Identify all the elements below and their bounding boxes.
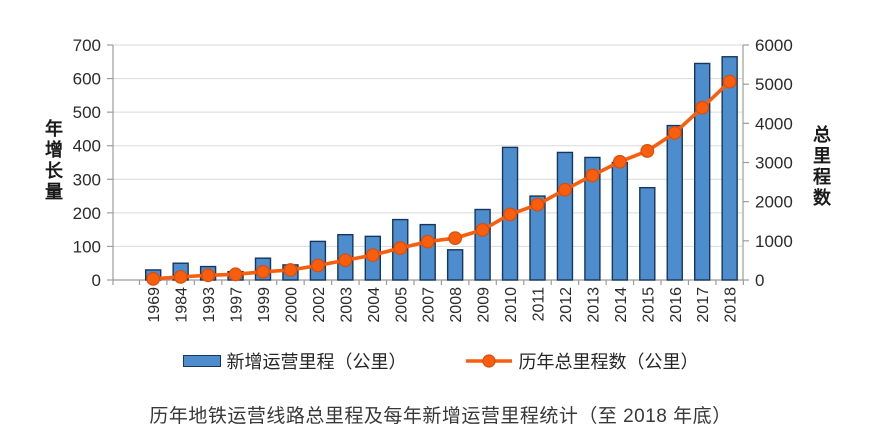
line-marker-1993	[201, 268, 216, 283]
line-marker-1999	[256, 264, 270, 279]
x-tick-label: 1993	[201, 287, 218, 323]
line-marker-2008	[448, 231, 463, 245]
line-marker-2003	[338, 253, 353, 268]
x-tick-label: 2017	[695, 287, 712, 323]
x-tick-label: 2016	[668, 287, 685, 323]
x-tick-label: 2011	[531, 287, 548, 322]
bar-2013	[584, 156, 601, 281]
bar-2012	[556, 151, 574, 281]
line-marker-2009	[475, 222, 490, 237]
right-tick-label: 3000	[755, 154, 793, 173]
line-marker-2013	[585, 168, 600, 183]
x-tick-label: 1969	[146, 287, 163, 323]
bar-2018	[721, 56, 738, 281]
legend-label-bars: 新增运营里程（公里）	[226, 352, 407, 372]
line-marker-2012	[558, 182, 572, 197]
chart-plot: 0 100 200 300 400 500 600 700 0 1000 2000 3000 4000 5…	[73, 36, 793, 323]
x-tick-label: 2002	[311, 287, 328, 323]
legend-label-line: 历年总里程数（公里）	[518, 352, 699, 372]
right-tick-label: 2000	[755, 193, 793, 212]
line-marker-1984	[173, 269, 188, 284]
x-tick-label: 2014	[613, 287, 630, 323]
x-tick-label: 2007	[421, 287, 438, 323]
chart-title: 历年地铁运营线路总里程及每年新增运营里程统计（至 2018 年底）	[149, 406, 732, 427]
right-axis-title: 总里程数	[811, 125, 831, 209]
bar-2014	[611, 161, 629, 281]
bar-2008	[446, 249, 464, 281]
legend: 新增运营里程（公里） 历年总里程数（公里）	[0, 348, 881, 374]
line-marker-2005	[393, 241, 408, 255]
line-marker-2010	[503, 207, 517, 222]
right-tick-label: 4000	[755, 114, 793, 133]
line-marker-2016	[667, 126, 682, 140]
legend-item-bars: 新增运营里程（公里）	[182, 348, 407, 374]
line-marker-1997	[228, 267, 243, 282]
left-tick-label: 500	[73, 103, 101, 122]
x-tick-label: 1999	[256, 287, 273, 323]
bar-2015	[639, 186, 656, 281]
left-tick-label: 100	[73, 237, 101, 256]
bar-2011	[529, 195, 546, 281]
left-tick-label: 600	[73, 70, 101, 89]
x-tick-label: 1997	[229, 287, 246, 323]
left-tick-label: 200	[73, 204, 101, 223]
line-marker-swatch-icon	[465, 354, 512, 368]
x-tick-label: 2005	[393, 287, 410, 323]
x-tick-label: 2015	[640, 287, 657, 323]
x-tick-label: 2018	[723, 287, 740, 323]
x-tick-label: 2013	[585, 287, 602, 323]
bar-2007	[419, 223, 436, 281]
left-tick-label: 400	[73, 137, 101, 156]
bar-swatch-icon	[182, 355, 221, 367]
left-tick-label: 0	[92, 271, 101, 290]
x-tick-label: 2008	[448, 287, 465, 323]
line-marker-1969	[146, 271, 161, 286]
x-tick-label: 2009	[476, 287, 493, 323]
left-tick-label: 700	[73, 36, 101, 55]
line-marker-2004	[365, 248, 380, 263]
line-marker-2011	[530, 197, 545, 212]
bar-2016	[666, 124, 683, 281]
x-tick-label: 2003	[338, 287, 355, 323]
right-tick-label: 0	[755, 271, 764, 290]
x-tick-label: 2004	[366, 287, 383, 323]
legend-item-line: 历年总里程数（公里）	[465, 348, 699, 374]
line-marker-2000	[283, 263, 298, 277]
right-tick-label: 5000	[755, 75, 793, 94]
line-marker-2018	[722, 74, 737, 89]
line-marker-2014	[612, 154, 627, 169]
total-mileage-line	[151, 79, 732, 281]
left-tick-label: 300	[73, 170, 101, 189]
bar-2017	[694, 62, 711, 281]
right-tick-label: 6000	[755, 36, 793, 55]
line-marker-2015	[640, 144, 655, 158]
x-tick-label: 2012	[558, 287, 575, 323]
x-tick-label: 1984	[174, 287, 191, 323]
left-axis-title: 年增长量	[43, 119, 63, 203]
x-tick-label: 2010	[503, 287, 520, 323]
line-marker-2007	[420, 234, 435, 249]
x-tick-label: 2000	[283, 287, 300, 323]
line-marker-2017	[695, 100, 710, 115]
bar-2009	[474, 208, 491, 281]
right-tick-label: 1000	[755, 232, 793, 251]
line-marker-2002	[311, 258, 325, 273]
